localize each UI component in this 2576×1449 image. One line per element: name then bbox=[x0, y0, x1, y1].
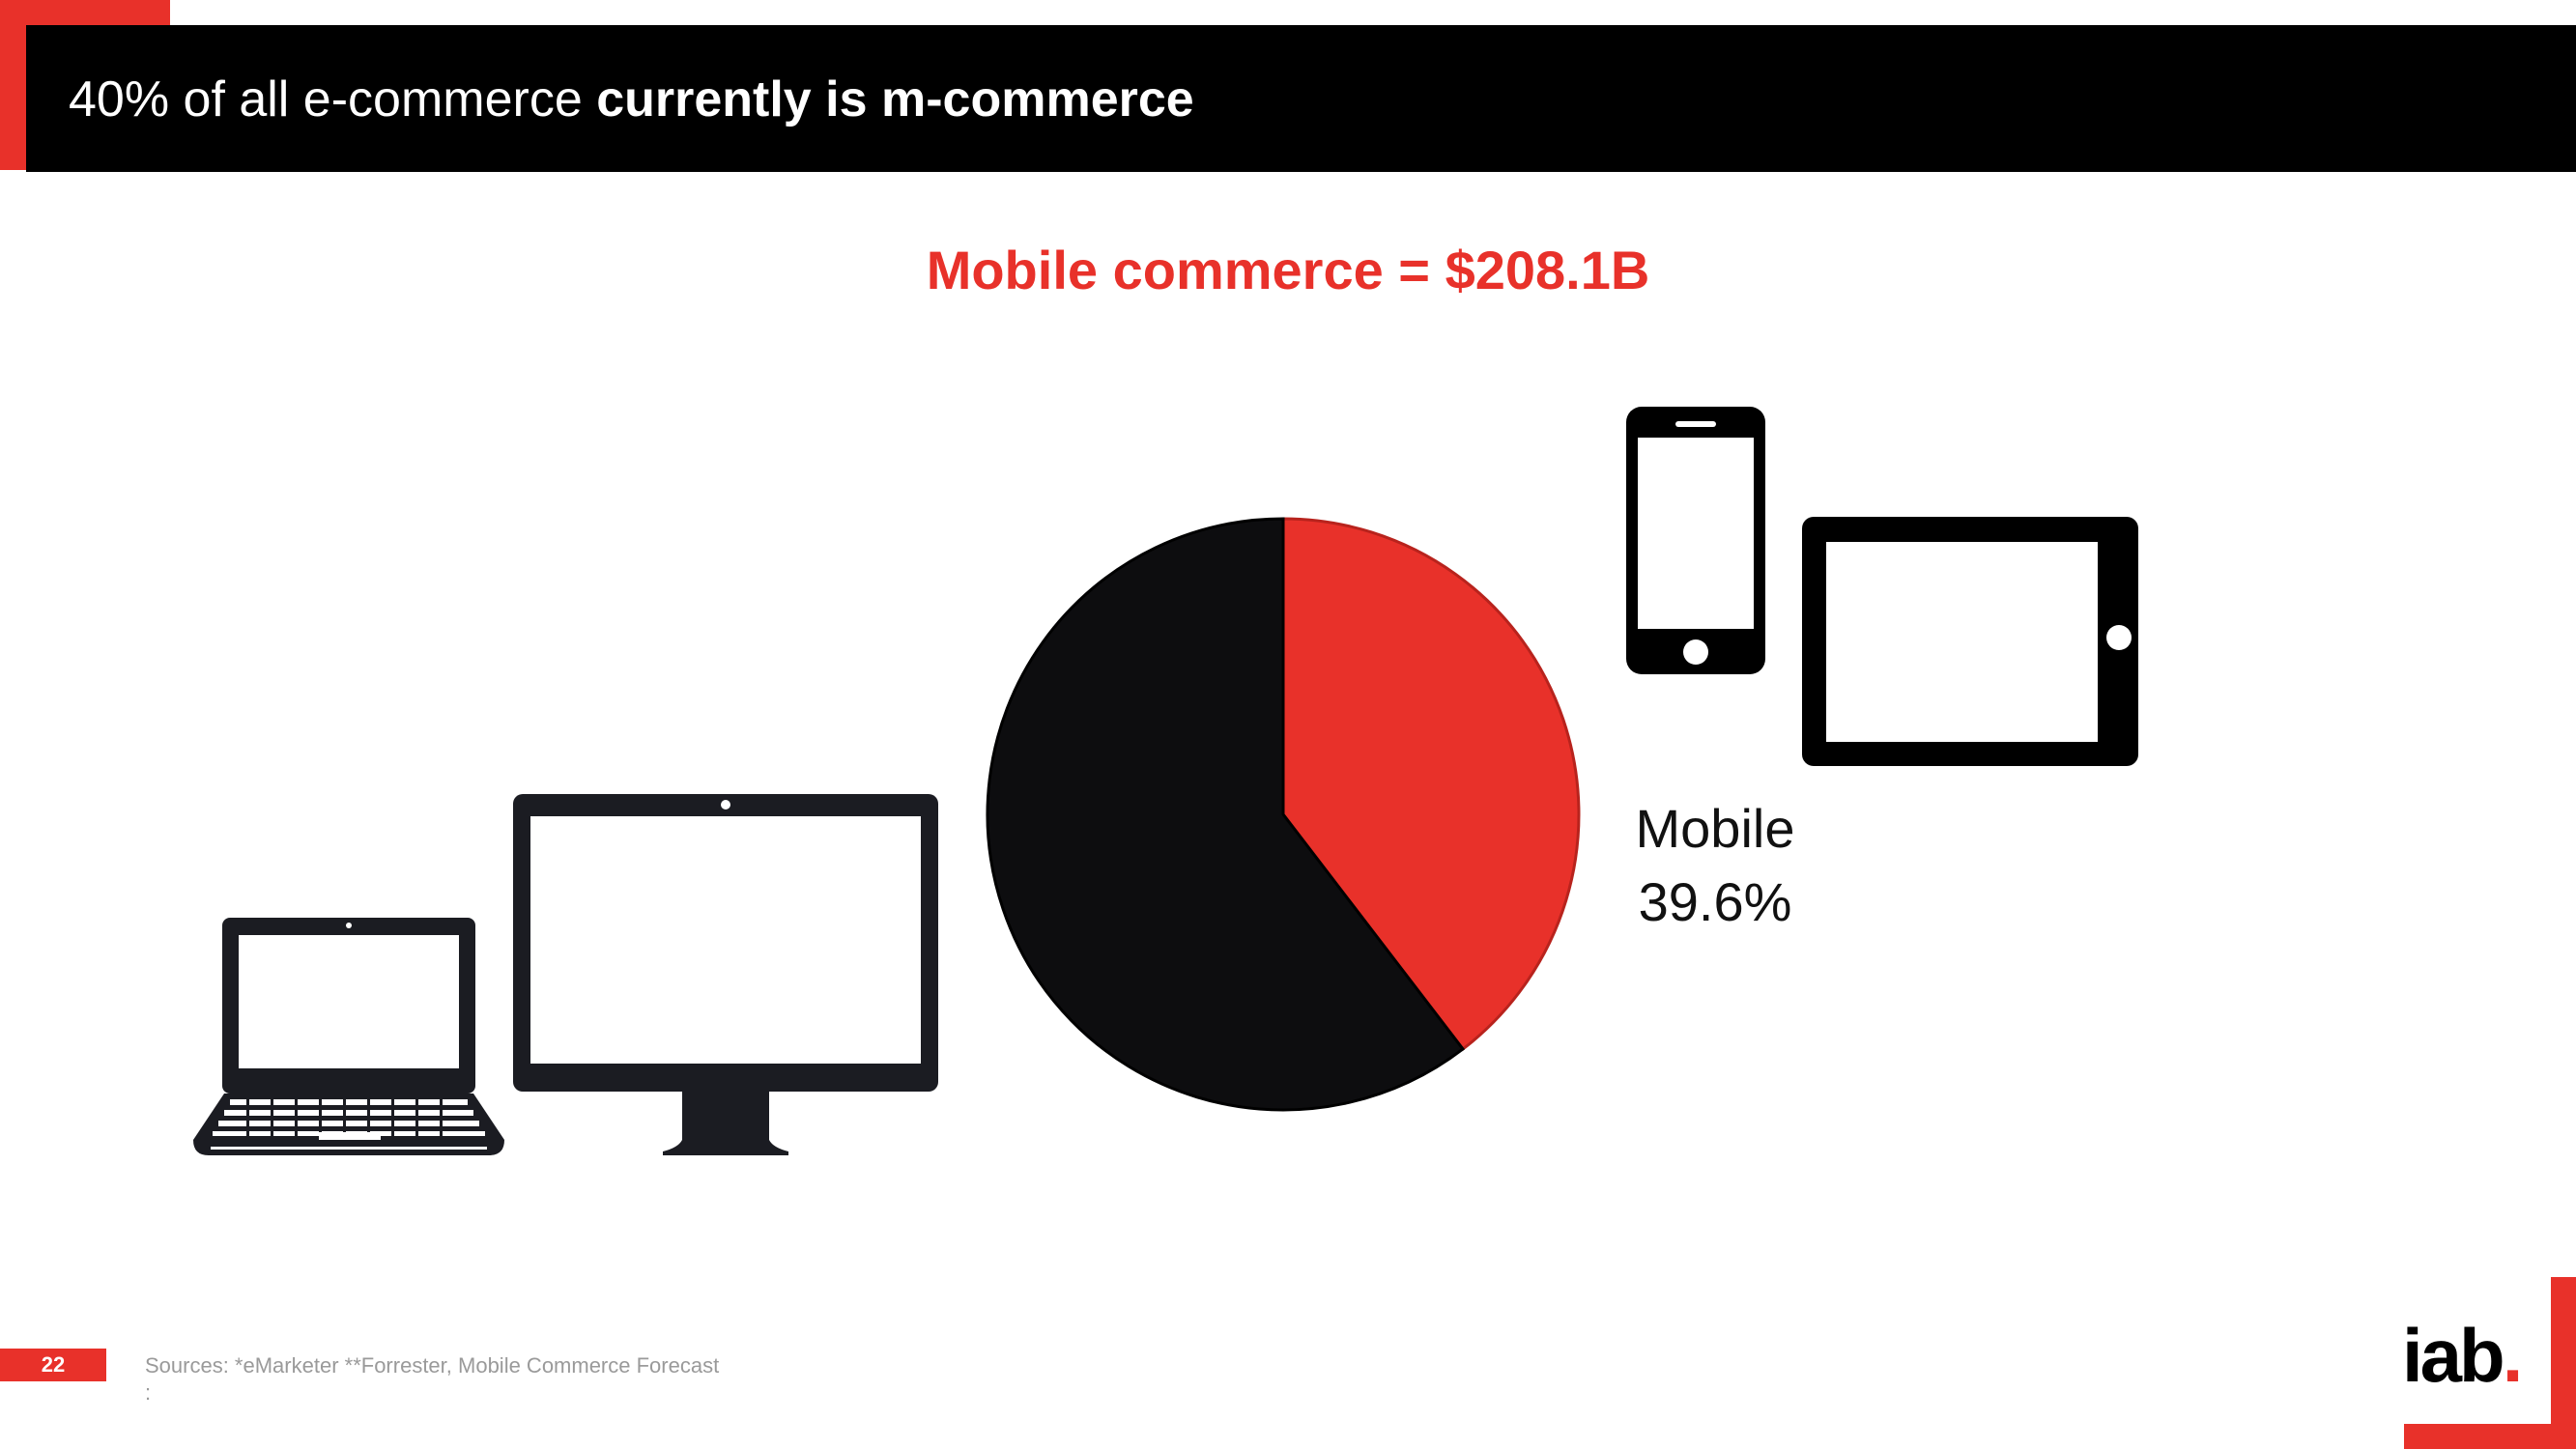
page-number: 22 bbox=[0, 1349, 106, 1381]
logo-dot: . bbox=[2502, 1313, 2524, 1398]
title-bold: currently is m-commerce bbox=[596, 71, 1194, 128]
chart-title: Mobile commerce = $208.1B bbox=[926, 240, 1650, 300]
slide-title: 40% of all e-commerce currently is m-com… bbox=[69, 66, 1194, 133]
corner-accent-bottom-right-vertical bbox=[2551, 1277, 2576, 1449]
sources-line-1: Sources: *eMarketer **Forrester, Mobile … bbox=[145, 1353, 720, 1378]
mobile-slice-label: Mobile 39.6% bbox=[1585, 792, 1846, 939]
tablet-icon bbox=[1802, 517, 2138, 766]
title-bar bbox=[26, 25, 2576, 172]
smartphone-icon bbox=[1626, 407, 1765, 674]
title-plain: 40% of all e-commerce bbox=[69, 71, 597, 128]
laptop-icon bbox=[193, 918, 504, 1155]
pie-slice-other bbox=[986, 517, 1466, 1112]
logo-text: iab bbox=[2402, 1313, 2505, 1398]
slice-label-name: Mobile bbox=[1635, 798, 1795, 859]
desktop-monitor-icon bbox=[513, 794, 938, 1155]
pie-slice-mobile bbox=[1281, 517, 1581, 1052]
corner-accent-bottom-right-horizontal bbox=[2404, 1424, 2576, 1449]
slice-label-value: 39.6% bbox=[1638, 871, 1792, 932]
sources-note: Sources: *eMarketer **Forrester, Mobile … bbox=[145, 1352, 719, 1406]
iab-logo: iab. bbox=[2402, 1318, 2523, 1393]
sources-line-2: : bbox=[145, 1380, 152, 1405]
